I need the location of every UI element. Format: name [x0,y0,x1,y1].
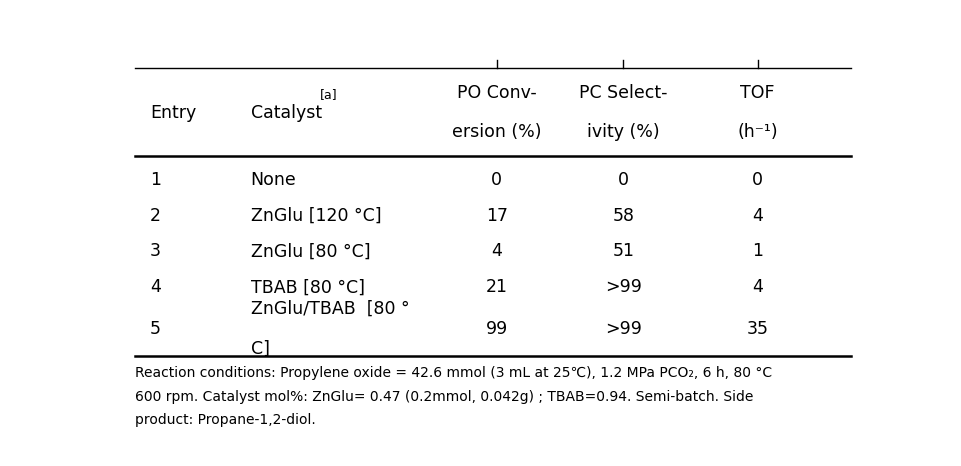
Text: ZnGlu/TBAB  [80 °: ZnGlu/TBAB [80 ° [251,300,409,318]
Text: 4: 4 [752,206,762,225]
Text: 35: 35 [746,320,768,338]
Text: PC Select-: PC Select- [579,84,667,102]
Text: C]: C] [251,339,269,357]
Text: 0: 0 [491,171,502,189]
Text: 21: 21 [485,278,507,296]
Text: >99: >99 [604,278,641,296]
Text: None: None [251,171,296,189]
Text: Entry: Entry [150,103,196,122]
Text: 51: 51 [612,242,634,260]
Text: ivity (%): ivity (%) [586,123,659,141]
Text: ersion (%): ersion (%) [452,123,541,141]
Text: 99: 99 [485,320,507,338]
Text: (h⁻¹): (h⁻¹) [737,123,777,141]
Text: 3: 3 [150,242,160,260]
Text: ZnGlu [80 °C]: ZnGlu [80 °C] [251,242,370,260]
Text: 58: 58 [612,206,634,225]
Text: TBAB [80 °C]: TBAB [80 °C] [251,278,364,296]
Text: 600 rpm. Catalyst mol%: ZnGlu= 0.47 (0.2mmol, 0.042g) ; TBAB=0.94. Semi-batch. S: 600 rpm. Catalyst mol%: ZnGlu= 0.47 (0.2… [135,390,752,404]
Text: 0: 0 [752,171,762,189]
Text: Reaction conditions: Propylene oxide = 42.6 mmol (3 mL at 25℃), 1.2 MPa PCO₂, 6 : Reaction conditions: Propylene oxide = 4… [135,366,772,380]
Text: 1: 1 [752,242,762,260]
Text: product: Propane-1,2-diol.: product: Propane-1,2-diol. [135,413,315,427]
Text: [a]: [a] [320,88,337,101]
Text: Catalyst: Catalyst [251,103,322,122]
Text: >99: >99 [604,320,641,338]
Text: 2: 2 [150,206,160,225]
Text: TOF: TOF [740,84,775,102]
Text: 4: 4 [491,242,502,260]
Text: ZnGlu [120 °C]: ZnGlu [120 °C] [251,206,381,225]
Text: 4: 4 [752,278,762,296]
Text: 1: 1 [150,171,160,189]
Text: 4: 4 [150,278,160,296]
Text: PO Conv-: PO Conv- [456,84,536,102]
Text: 5: 5 [150,320,160,338]
Text: 17: 17 [485,206,507,225]
Text: 0: 0 [617,171,628,189]
